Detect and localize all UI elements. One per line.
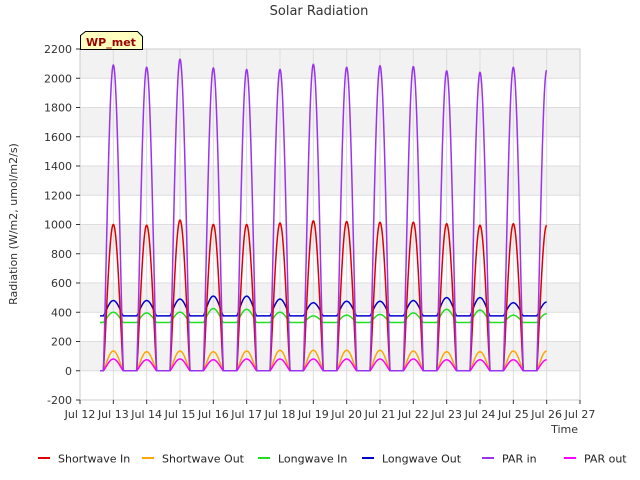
x-tick-label: Jul 18 [264, 408, 296, 421]
background-band [80, 107, 580, 137]
legend-label: Shortwave Out [162, 452, 244, 466]
x-tick-label: Jul 20 [330, 408, 362, 421]
y-tick-label: 2200 [44, 43, 72, 56]
background-band [80, 224, 580, 254]
legend-swatch [142, 457, 154, 459]
legend-item-shortwave-in: Shortwave In [38, 452, 130, 470]
y-tick-label: -200 [47, 394, 72, 407]
legend-swatch [38, 457, 50, 459]
legend-label: Longwave In [278, 452, 348, 466]
y-axis-ticks: -200 0 200 400 600 800 1000 1200 1400 1600 1800 200… [44, 43, 80, 407]
y-tick-label: 1400 [44, 160, 72, 173]
background-band [80, 341, 580, 371]
legend-label: Shortwave In [58, 452, 131, 466]
x-tick-label: Jul 21 [364, 408, 396, 421]
y-tick-label: 200 [51, 336, 72, 349]
x-tick-label: Jul 14 [130, 408, 162, 421]
chart-legend: Shortwave In Shortwave Out Longwave In Long… [0, 452, 640, 472]
y-tick-label: 600 [51, 277, 72, 290]
background-band [80, 166, 580, 196]
series-line-par-in [100, 58, 548, 372]
x-axis-label: Time [550, 423, 578, 436]
x-tick-label: Jul 22 [397, 408, 429, 421]
x-tick-label: Jul 26 [530, 408, 562, 421]
x-axis-ticks: Jul 12 Jul 13 Jul 14 Jul 15 Jul 16 Jul 17 Jul … [64, 400, 596, 421]
legend-swatch [482, 457, 494, 459]
x-tick-label: Jul 24 [464, 408, 496, 421]
x-tick-label: Jul 15 [164, 408, 196, 421]
y-tick-label: 1200 [44, 189, 72, 202]
site-badge: WP_met [80, 31, 143, 50]
background-band [80, 49, 580, 79]
legend-swatch [258, 457, 270, 459]
legend-swatch [564, 457, 576, 459]
legend-item-longwave-out: Longwave Out [362, 452, 461, 470]
background-bands [80, 49, 580, 371]
site-badge-label: WP_met [86, 36, 136, 49]
x-tick-label: Jul 16 [197, 408, 229, 421]
y-tick-label: 800 [51, 248, 72, 261]
x-tick-label: Jul 13 [97, 408, 129, 421]
y-tick-label: 0 [65, 365, 72, 378]
legend-label: PAR in [502, 452, 537, 466]
x-tick-label: Jul 19 [297, 408, 329, 421]
chart-title: Solar Radiation [270, 4, 369, 19]
x-tick-label: Jul 12 [64, 408, 96, 421]
x-tick-label: Jul 27 [564, 408, 596, 421]
x-tick-label: Jul 17 [230, 408, 262, 421]
background-band [80, 283, 580, 313]
legend-item-par-out: PAR out [564, 452, 627, 470]
legend-swatch [362, 457, 374, 459]
legend-item-shortwave-out: Shortwave Out [142, 452, 244, 470]
y-tick-label: 2000 [44, 72, 72, 85]
y-tick-label: 1000 [44, 219, 72, 232]
y-tick-label: 1600 [44, 131, 72, 144]
legend-label: Longwave Out [382, 452, 462, 466]
y-tick-label: 1800 [44, 102, 72, 115]
y-axis-label: Radiation (W/m2, umol/m2/s) [7, 143, 20, 305]
series-lines [100, 58, 548, 372]
legend-item-par-in: PAR in [482, 452, 537, 470]
legend-item-longwave-in: Longwave In [258, 452, 347, 470]
legend-label: PAR out [584, 452, 627, 466]
x-tick-label: Jul 23 [430, 408, 462, 421]
y-tick-label: 400 [51, 306, 72, 319]
x-tick-label: Jul 25 [497, 408, 529, 421]
site-badge-box [80, 31, 143, 50]
